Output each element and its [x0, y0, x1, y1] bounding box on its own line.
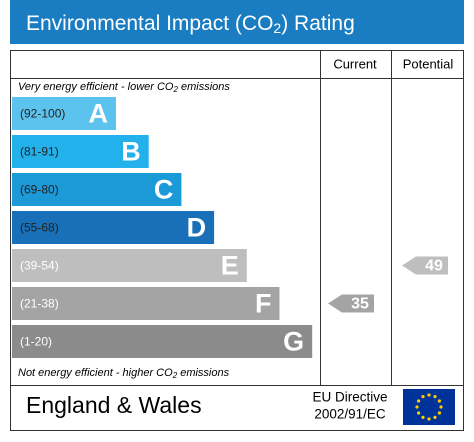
band-letter: D — [187, 213, 207, 243]
band-range: (92-100) — [20, 107, 65, 121]
band-range: (55-68) — [20, 221, 59, 235]
column-header: Current — [333, 56, 377, 71]
rating-arrow — [402, 256, 448, 275]
band — [12, 287, 280, 320]
band — [12, 325, 313, 358]
star — [421, 415, 425, 419]
band-letter: A — [89, 99, 109, 129]
star — [427, 417, 431, 421]
star — [433, 395, 437, 399]
rating-value: 35 — [351, 296, 369, 313]
top-note: Very energy efficient - lower CO2 emissi… — [18, 81, 230, 94]
bottom-note: Not energy efficient - higher CO2 emissi… — [18, 367, 230, 380]
title-bar — [10, 0, 464, 44]
star — [437, 399, 441, 403]
band — [12, 135, 149, 168]
band — [12, 249, 247, 282]
star — [415, 405, 419, 409]
band-range: (69-80) — [20, 183, 59, 197]
directive: EU Directive — [312, 390, 387, 405]
band — [12, 97, 116, 130]
rating-arrow — [328, 294, 374, 313]
region: England & Wales — [26, 392, 202, 418]
directive: 2002/91/EC — [314, 407, 386, 422]
band-letter: E — [221, 251, 239, 281]
column-header: Potential — [403, 56, 454, 71]
star — [421, 395, 425, 399]
rating-value: 49 — [425, 258, 443, 275]
band-range: (1-20) — [20, 335, 52, 349]
band-letter: G — [283, 327, 304, 357]
star — [417, 411, 421, 415]
eu-flag — [403, 389, 455, 425]
band-letter: B — [121, 137, 141, 167]
star — [417, 399, 421, 403]
band — [12, 173, 182, 206]
frame — [10, 50, 464, 431]
band-range: (21-38) — [20, 297, 59, 311]
star — [437, 411, 441, 415]
band-letter: F — [255, 289, 272, 319]
title: Environmental Impact (CO2) Rating — [26, 12, 355, 36]
band — [12, 211, 215, 244]
band-range: (81-91) — [20, 145, 59, 159]
star — [439, 405, 443, 409]
band-letter: C — [154, 175, 174, 205]
band-range: (39-54) — [20, 259, 59, 273]
star — [433, 415, 437, 419]
star — [427, 393, 431, 397]
